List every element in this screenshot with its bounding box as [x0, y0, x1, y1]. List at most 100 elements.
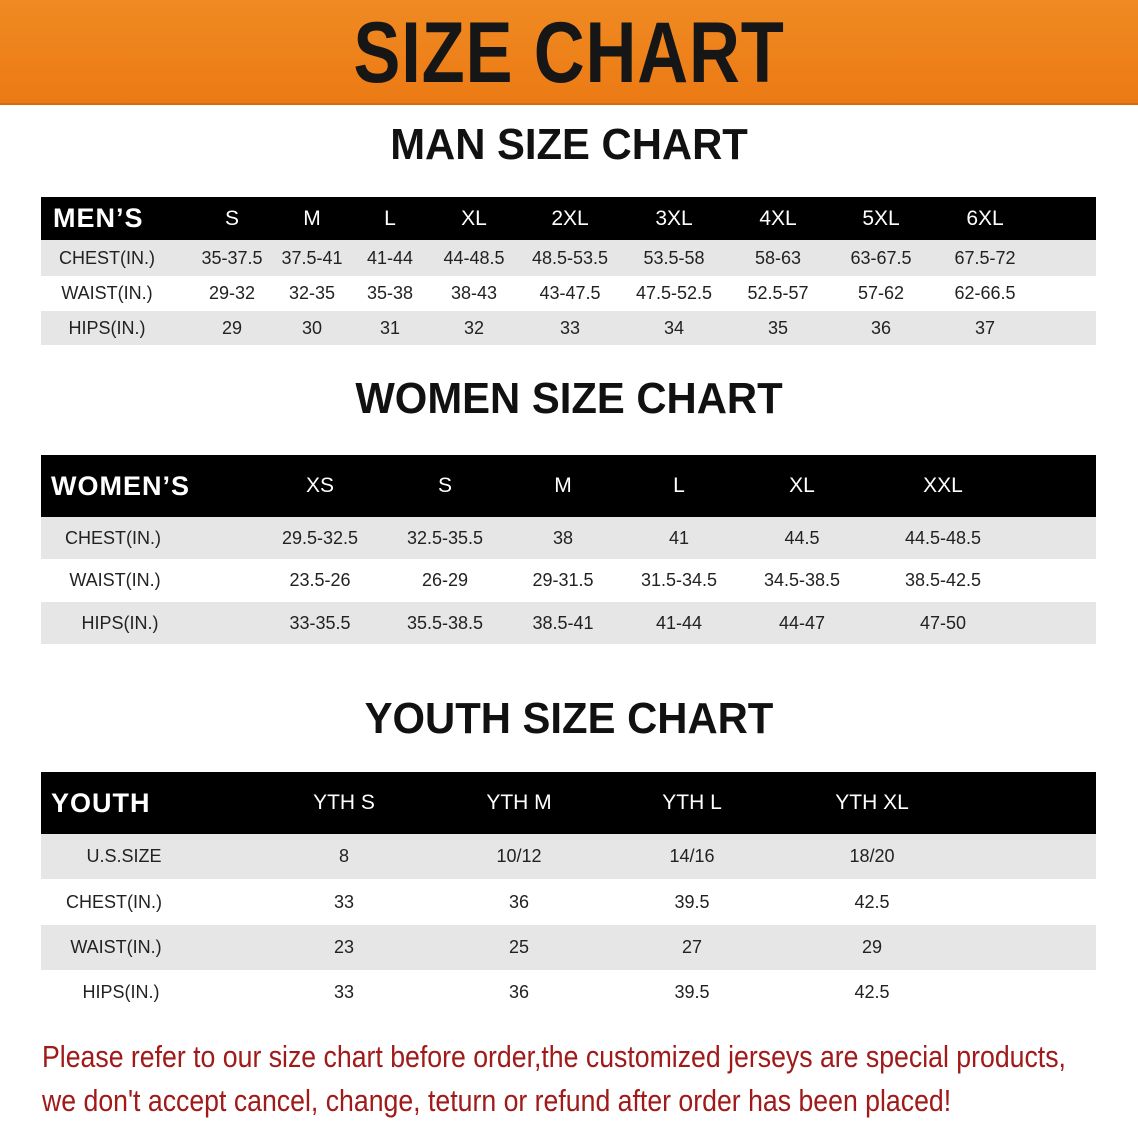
banner-title: SIZE CHART	[353, 5, 785, 101]
size-header: 2XL	[551, 206, 589, 230]
policy-note-line-2: we don't accept cancel, change, teturn o…	[42, 1083, 952, 1118]
size-header: S	[437, 474, 453, 497]
table-cell: 31	[379, 317, 401, 338]
size-header: 5XL	[862, 206, 900, 230]
table-cell: 48.5-53.5	[531, 247, 609, 268]
table-cell: 36	[508, 982, 530, 1002]
size-header: 4XL	[759, 206, 797, 230]
table-row: WAIST(IN.) 23 25 27 29	[41, 925, 1096, 970]
table-cell: 33	[333, 982, 355, 1002]
size-header: M	[303, 206, 321, 230]
table-cell: 44-47	[778, 612, 826, 633]
table-cell: 41-44	[655, 612, 703, 633]
table-cell: 29.5-32.5	[281, 527, 359, 548]
table-cell: 62-66.5	[954, 283, 1016, 303]
table-row: WAIST(IN.) 23.5-26 26-29 29-31.5 31.5-34.5 34…	[41, 559, 1096, 602]
table-cell: 27	[681, 937, 703, 957]
table-cell: 32	[463, 317, 485, 338]
row-label: WAIST(IN.)	[70, 937, 162, 957]
table-cell: 25	[508, 937, 530, 957]
size-header: XL	[789, 474, 815, 497]
table-cell: 29-32	[208, 283, 256, 303]
table-cell: 33	[559, 317, 581, 338]
table-cell: 29	[861, 937, 883, 957]
table-title-cell: MEN’S	[53, 203, 144, 233]
size-header: XS	[305, 474, 335, 497]
table-cell: 38-43	[450, 283, 498, 303]
table-cell: 33	[333, 891, 355, 912]
table-cell: 35	[767, 317, 789, 338]
table-cell: 38.5-41	[532, 612, 594, 633]
men-size-table: MEN’S S M L XL 2XL 3XL 4XL 5XL 6XL CHEST(IN.) 35-37…	[41, 197, 1096, 345]
row-label: WAIST(IN.)	[61, 283, 153, 303]
table-cell: 41-44	[366, 247, 414, 268]
table-cell: 35-37.5	[201, 247, 263, 268]
row-label: U.S.SIZE	[86, 846, 162, 866]
table-cell: 33-35.5	[289, 612, 351, 633]
size-header: 6XL	[966, 206, 1004, 230]
table-cell: 26-29	[421, 570, 469, 590]
table-cell: 32-35	[288, 283, 336, 303]
table-row: HIPS(IN.) 33-35.5 35.5-38.5 38.5-41 41-44 44-…	[41, 602, 1096, 644]
row-label: HIPS(IN.)	[82, 982, 160, 1002]
women-section-title: WOMEN SIZE CHART	[355, 374, 783, 423]
table-row: CHEST(IN.) 33 36 39.5 42.5	[41, 879, 1096, 925]
table-row: CHEST(IN.) 35-37.5 37.5-41 41-44 44-48.5 48.5…	[41, 240, 1096, 276]
table-cell: 42.5	[854, 982, 890, 1002]
table-cell: 38	[552, 527, 574, 548]
size-header: YTH S	[313, 791, 375, 814]
table-cell: 8	[338, 846, 350, 866]
table-cell: 42.5	[854, 891, 890, 912]
table-cell: 57-62	[857, 283, 905, 303]
size-header: L	[384, 206, 396, 230]
table-cell: 43-47.5	[539, 283, 601, 303]
table-row: HIPS(IN.) 29 30 31 32 33 34 35 36 37	[41, 311, 1096, 345]
table-cell: 47-50	[919, 612, 967, 633]
row-label: HIPS(IN.)	[68, 317, 146, 338]
table-cell: 52.5-57	[747, 283, 809, 303]
table-cell: 18/20	[849, 846, 895, 866]
table-cell: 36	[508, 891, 530, 912]
table-cell: 23	[333, 937, 355, 957]
table-cell: 67.5-72	[954, 247, 1016, 268]
table-cell: 29-31.5	[532, 570, 594, 590]
table-cell: 41	[668, 527, 690, 548]
youth-header-row: YOUTH YTH S YTH M YTH L YTH XL	[41, 772, 1096, 834]
size-header: XL	[461, 206, 487, 230]
table-cell: 35.5-38.5	[406, 612, 484, 633]
table-cell: 37.5-41	[281, 247, 343, 268]
table-title-cell: WOMEN’S	[51, 470, 190, 501]
table-cell: 53.5-58	[643, 247, 705, 268]
table-row: CHEST(IN.) 29.5-32.5 32.5-35.5 38 41 44.5 44.5…	[41, 517, 1096, 559]
title-banner: SIZE CHART	[0, 0, 1138, 105]
table-cell: 39.5	[674, 982, 710, 1002]
table-row: U.S.SIZE 8 10/12 14/16 18/20	[41, 834, 1096, 879]
row-label: CHEST(IN.)	[66, 891, 162, 912]
table-cell: 10/12	[496, 846, 542, 866]
table-cell: 37	[974, 317, 996, 338]
youth-size-table: YOUTH YTH S YTH M YTH L YTH XL U.S.SIZE 8 10/12…	[41, 772, 1096, 1015]
men-header-row: MEN’S S M L XL 2XL 3XL 4XL 5XL 6XL	[41, 197, 1096, 240]
table-title-cell: YOUTH	[51, 787, 151, 818]
table-cell: 38.5-42.5	[904, 570, 982, 590]
table-cell: 35-38	[366, 283, 414, 303]
women-header-row: WOMEN’S XS S M L XL XXL	[41, 455, 1096, 517]
row-label: HIPS(IN.)	[81, 612, 159, 633]
size-header: M	[554, 474, 572, 497]
table-cell: 23.5-26	[289, 570, 351, 590]
size-header: YTH XL	[835, 791, 909, 814]
table-cell: 36	[870, 317, 892, 338]
table-cell: 14/16	[669, 846, 715, 866]
table-cell: 30	[301, 317, 323, 338]
table-cell: 34	[663, 317, 685, 338]
size-header: L	[673, 474, 685, 497]
table-cell: 58-63	[754, 247, 802, 268]
policy-note-line-1: Please refer to our size chart before or…	[42, 1039, 1066, 1074]
table-cell: 63-67.5	[850, 247, 912, 268]
table-row: HIPS(IN.) 33 36 39.5 42.5	[41, 970, 1096, 1015]
youth-section-title: YOUTH SIZE CHART	[364, 694, 774, 743]
table-cell: 44.5-48.5	[904, 527, 982, 548]
size-header: 3XL	[655, 206, 693, 230]
table-cell: 34.5-38.5	[763, 570, 841, 590]
row-label: CHEST(IN.)	[59, 247, 155, 268]
